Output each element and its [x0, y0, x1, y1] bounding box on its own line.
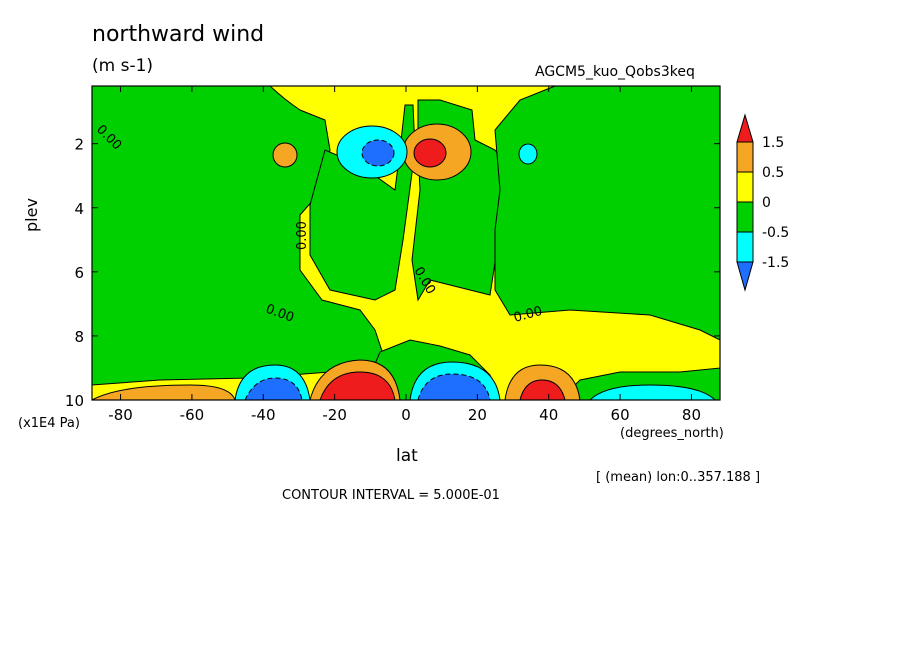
colorbar-label: -1.5 — [762, 255, 789, 271]
tick-label: 0 — [401, 406, 411, 424]
positive-regions — [91, 123, 581, 401]
axis-tick-labels: -80 -60 -40 -20 0 20 40 60 80 2 4 6 8 10 — [65, 136, 701, 424]
cyan-small-north — [518, 143, 538, 165]
x-axis-unit: (degrees_north) — [620, 426, 724, 441]
tick-label: 80 — [682, 406, 701, 424]
axis-ticks — [92, 86, 720, 401]
colorbar-green — [736, 201, 754, 233]
colorbar-orange — [736, 141, 754, 173]
colorbar-labels: 1.5 0.5 0 -0.5 -1.5 — [762, 135, 789, 271]
green-region-north — [494, 85, 721, 341]
red-bottom-north — [519, 379, 566, 401]
tick-label: 4 — [74, 200, 84, 218]
tick-label: 8 — [74, 328, 84, 346]
tick-label: -20 — [322, 406, 347, 424]
colorbar-top-arrow — [736, 113, 754, 143]
tick-label: 40 — [539, 406, 558, 424]
tick-label: 6 — [74, 264, 84, 282]
negative-regions — [91, 85, 721, 401]
contour-label: 0.00 — [512, 304, 544, 326]
tick-label: -40 — [251, 406, 276, 424]
colorbar — [736, 113, 754, 292]
tick-label: -80 — [108, 406, 133, 424]
chart-units: (m s-1) — [92, 56, 154, 76]
colorbar-cyan — [736, 231, 754, 263]
run-label: AGCM5_kuo_Qobs3keq — [535, 64, 695, 80]
blue-bottom-south — [244, 377, 303, 401]
colorbar-yellow — [736, 171, 754, 203]
blue-bottom-north — [417, 373, 491, 401]
contour-labels: 0.00 0.00 0.00 0.00 0.00 — [93, 122, 544, 326]
x-axis-label: lat — [396, 446, 418, 466]
colorbar-label: 0 — [762, 195, 771, 211]
contour-label: 0.00 — [295, 221, 310, 250]
colorbar-label: 0.5 — [762, 165, 784, 181]
red-bottom-south — [319, 371, 396, 401]
tick-label: 20 — [468, 406, 487, 424]
colorbar-label: 1.5 — [762, 135, 784, 151]
orange-bottom-pole — [91, 384, 236, 401]
y-axis-unit: (x1E4 Pa) — [18, 416, 80, 431]
orange-small-south — [272, 142, 298, 168]
tick-label: -60 — [180, 406, 205, 424]
chart-title: northward wind — [92, 22, 265, 47]
blue-upper-south — [361, 139, 395, 167]
red-upper-north — [413, 138, 447, 168]
contour-interval: CONTOUR INTERVAL = 5.000E-01 — [282, 488, 500, 503]
y-axis-label: plev — [22, 198, 41, 232]
tick-label: 2 — [74, 136, 84, 154]
tick-label: 10 — [65, 392, 84, 410]
colorbar-label: -0.5 — [762, 225, 789, 241]
tick-label: 60 — [611, 406, 630, 424]
mean-note: [ (mean) lon:0..357.188 ] — [596, 470, 761, 485]
cyan-bottom-pole — [588, 384, 717, 401]
colorbar-bottom-arrow — [736, 261, 754, 292]
negative-minima — [234, 125, 717, 401]
